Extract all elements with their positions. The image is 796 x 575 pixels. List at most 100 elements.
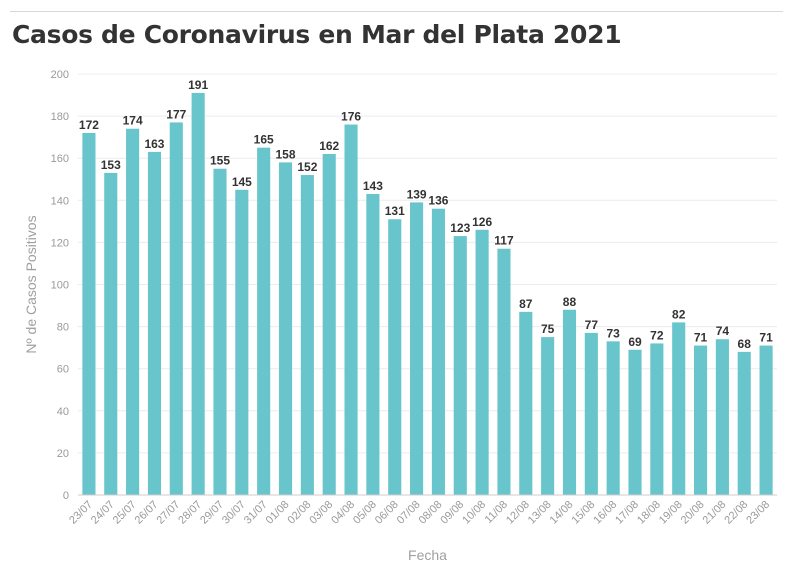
x-tick-label: 12/08 — [504, 499, 532, 527]
bar — [541, 337, 555, 495]
x-tick-label: 10/08 — [460, 499, 488, 527]
data-label: 73 — [606, 326, 620, 340]
x-tick-label: 07/08 — [395, 499, 423, 527]
y-tick-label: 80 — [57, 322, 69, 334]
data-label: 162 — [319, 139, 339, 153]
data-label: 155 — [210, 154, 230, 168]
x-tick-label: 17/08 — [613, 499, 641, 527]
data-label: 123 — [450, 221, 470, 235]
x-tick-label: 04/08 — [329, 499, 357, 527]
data-label: 153 — [101, 158, 121, 172]
bar — [104, 172, 118, 495]
data-label: 191 — [188, 78, 208, 92]
bar — [322, 153, 336, 496]
x-tick-label: 30/07 — [220, 499, 248, 527]
y-tick-label: 0 — [63, 490, 69, 502]
y-tick-label: 100 — [51, 280, 69, 292]
bar — [191, 92, 205, 495]
x-tick-label: 02/08 — [286, 499, 314, 527]
x-tick-label: 26/07 — [133, 499, 161, 527]
data-label: 177 — [166, 107, 186, 121]
top-divider — [10, 11, 783, 12]
bar — [82, 132, 96, 495]
x-tick-label: 06/08 — [373, 499, 401, 527]
bar — [169, 122, 183, 495]
data-label: 69 — [628, 335, 642, 349]
x-tick-label: 09/08 — [438, 499, 466, 527]
bar — [344, 124, 358, 496]
y-tick-label: 160 — [51, 153, 69, 165]
x-tick-label: 23/07 — [67, 499, 95, 527]
bar — [388, 219, 402, 495]
x-tick-label: 16/08 — [591, 499, 619, 527]
data-label: 165 — [254, 133, 274, 147]
bar — [300, 175, 314, 496]
x-tick-label: 19/08 — [657, 499, 685, 527]
data-label: 71 — [694, 331, 708, 345]
data-label: 145 — [232, 175, 252, 189]
x-tick-label: 08/08 — [417, 499, 445, 527]
bar — [453, 236, 467, 495]
x-axis-ticks: 23/0724/0725/0726/0727/0728/0729/0730/07… — [67, 499, 772, 527]
bar — [672, 322, 686, 495]
x-tick-label: 20/08 — [679, 499, 707, 527]
data-label: 117 — [494, 234, 514, 248]
x-tick-label: 31/07 — [242, 499, 270, 527]
x-tick-label: 11/08 — [483, 499, 510, 526]
x-axis-title: Fecha — [408, 547, 447, 563]
data-label: 71 — [759, 331, 773, 345]
bar — [497, 248, 511, 495]
data-label: 87 — [519, 297, 533, 311]
data-label: 136 — [428, 194, 448, 208]
data-label: 88 — [563, 295, 577, 309]
data-label: 172 — [79, 118, 99, 132]
chart-title: Casos de Coronavirus en Mar del Plata 20… — [12, 20, 622, 49]
data-label: 176 — [341, 110, 361, 124]
bar — [126, 128, 140, 496]
data-label: 152 — [297, 160, 317, 174]
y-axis-ticks: 0 20 40 60 80 100 120 140 160 180 200 — [51, 69, 69, 502]
x-tick-label: 25/07 — [111, 499, 139, 527]
x-tick-label: 05/08 — [351, 499, 379, 527]
x-tick-label: 14/08 — [548, 499, 576, 527]
x-tick-label: 21/08 — [701, 499, 729, 527]
y-tick-label: 20 — [57, 448, 69, 460]
data-label: 72 — [650, 328, 664, 342]
x-tick-label: 22/08 — [722, 499, 750, 527]
x-tick-label: 23/08 — [744, 499, 772, 527]
data-label: 174 — [123, 114, 143, 128]
bar — [366, 193, 380, 496]
bars — [82, 92, 773, 496]
bar — [431, 208, 445, 495]
y-tick-label: 200 — [51, 69, 69, 81]
y-tick-label: 180 — [51, 111, 69, 123]
bar — [715, 339, 729, 495]
x-tick-label: 01/08 — [264, 499, 292, 527]
bar — [693, 345, 708, 495]
bar — [584, 332, 598, 495]
bar — [147, 151, 162, 495]
data-label: 82 — [672, 307, 686, 321]
y-tick-label: 140 — [51, 195, 69, 207]
x-tick-label: 27/07 — [154, 499, 182, 527]
x-tick-label: 18/08 — [635, 499, 663, 527]
bar — [519, 311, 533, 495]
bar — [737, 351, 751, 495]
data-label: 75 — [541, 322, 555, 336]
data-label: 131 — [385, 204, 405, 218]
bar — [628, 349, 642, 495]
y-tick-label: 120 — [51, 237, 69, 249]
data-label: 139 — [407, 187, 427, 201]
data-label: 163 — [144, 137, 164, 151]
bar — [213, 168, 227, 495]
bar — [257, 147, 271, 496]
bar — [278, 162, 293, 495]
data-label: 77 — [585, 318, 599, 332]
bar — [606, 341, 620, 495]
bar — [759, 345, 773, 495]
y-tick-label: 60 — [57, 364, 69, 376]
x-tick-label: 28/07 — [176, 499, 204, 527]
x-tick-label: 03/08 — [307, 499, 335, 527]
